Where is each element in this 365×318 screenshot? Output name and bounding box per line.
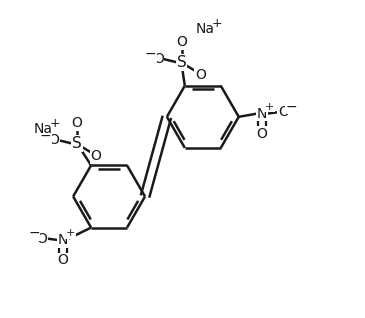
Text: O: O [58, 253, 68, 267]
Text: −: − [28, 226, 40, 240]
Text: Na: Na [196, 23, 215, 37]
Text: −: − [40, 128, 51, 142]
Text: N: N [58, 233, 68, 247]
Text: −: − [144, 47, 156, 61]
Text: +: + [49, 117, 60, 130]
Text: +: + [66, 228, 75, 238]
Text: O: O [91, 149, 101, 163]
Text: O: O [257, 127, 268, 141]
Text: Na: Na [33, 122, 52, 136]
Text: S: S [177, 55, 187, 70]
Text: O: O [278, 105, 289, 119]
Text: O: O [153, 52, 164, 66]
Text: N: N [257, 107, 267, 121]
Text: S: S [72, 136, 82, 151]
Text: O: O [195, 68, 206, 82]
Text: O: O [72, 116, 82, 130]
Text: O: O [36, 232, 47, 245]
Text: O: O [48, 133, 59, 147]
Text: O: O [176, 35, 187, 49]
Text: −: − [285, 100, 297, 114]
Text: +: + [212, 17, 222, 30]
Text: +: + [265, 102, 274, 112]
